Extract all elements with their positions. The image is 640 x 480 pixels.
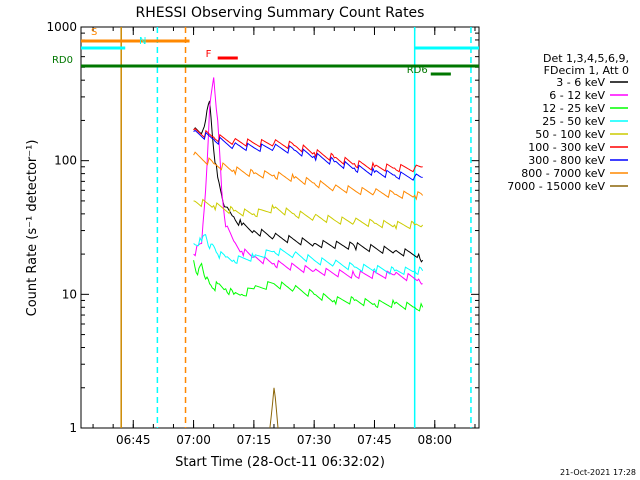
series-line [193, 198, 424, 231]
legend-entry-label: 100 - 300 keV [528, 141, 605, 154]
flag-label: F [206, 49, 212, 60]
legend: Det 1,3,4,5,6,9,FDecim 1, Att 03 - 6 keV… [507, 52, 629, 193]
legend-entry-label: 800 - 7000 keV [521, 167, 605, 180]
x-tick-label: 07:15 [237, 433, 272, 447]
axis-ticks: 06:45 07:00 07:15 07:30 07:45 08:00 1 10 100 1000 [46, 20, 479, 447]
flag-label: RD0 [52, 55, 73, 66]
legend-entry-label: 50 - 100 keV [535, 128, 605, 141]
series-line [269, 387, 279, 429]
x-tick-label: 06:45 [116, 433, 151, 447]
legend-entry-label: 12 - 25 keV [542, 102, 605, 115]
series-line [193, 127, 423, 173]
plot-frame [80, 26, 480, 429]
y-tick-label: 1 [69, 421, 77, 435]
timestamp: 21-Oct-2021 17:28 [560, 468, 636, 477]
chart-title: RHESSI Observing Summary Count Rates [136, 5, 425, 21]
legend-entry-label: 6 - 12 keV [549, 89, 605, 102]
y-tick-label: 1000 [46, 20, 77, 34]
x-axis-label: Start Time (28-Oct-11 06:32:02) [175, 455, 385, 470]
y-axis-label: Count Rate (s⁻¹ detector⁻¹) [25, 140, 40, 317]
flag-label: S [91, 27, 97, 38]
vertical-markers [120, 27, 472, 428]
flag-label: RD6 [407, 65, 428, 76]
legend-entry-label: 7000 - 15000 keV [507, 180, 605, 193]
legend-entry-label: 25 - 50 keV [542, 115, 605, 128]
series-line [193, 129, 423, 181]
series-line [193, 151, 424, 201]
y-tick-label: 10 [62, 287, 77, 301]
x-tick-label: 07:00 [176, 433, 211, 447]
x-tick-label: 07:30 [297, 433, 332, 447]
y-tick-label: 100 [54, 154, 77, 168]
series-line [193, 100, 424, 263]
state-flags: S N F RD0 RD6 [52, 27, 479, 76]
series-line [193, 260, 424, 312]
series-line [193, 77, 423, 285]
x-tick-label: 08:00 [417, 433, 452, 447]
legend-entry-label: 3 - 6 keV [556, 76, 605, 89]
legend-header: Det 1,3,4,5,6,9, [543, 52, 629, 65]
flag-label: N [139, 36, 146, 47]
legend-header: FDecim 1, Att 0 [544, 64, 629, 77]
x-tick-label: 07:45 [357, 433, 392, 447]
legend-entry-label: 300 - 800 keV [528, 154, 605, 167]
series-line [193, 233, 424, 276]
series-lines [193, 77, 424, 429]
